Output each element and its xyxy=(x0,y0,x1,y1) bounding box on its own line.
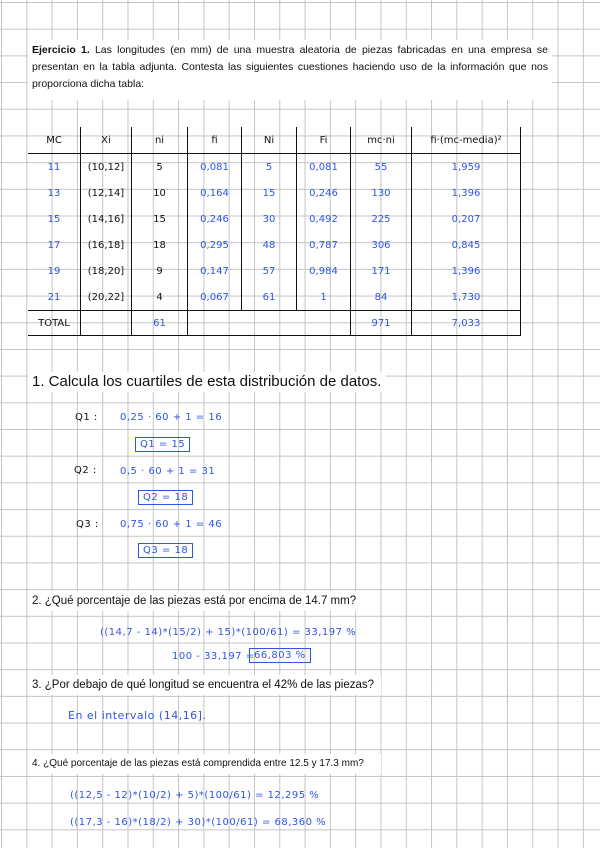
cell-ni: 15 xyxy=(131,206,188,232)
q2-calc: 0,5 · 60 + 1 = 31 xyxy=(120,466,216,477)
cell-fi: 0,295 xyxy=(187,232,242,258)
header-xi: Xi xyxy=(80,127,132,154)
header-Ni: Ni xyxy=(241,127,297,154)
cell-mc: 19 xyxy=(47,265,61,277)
table-row: 19 (18,20] 9 0,147 57 0,984 171 1,396 xyxy=(28,258,521,284)
table-header-row: MC Xi ni fi Ni Fi mc·ni fi·(mc-media)² xyxy=(28,127,521,154)
question-2-title: 2. ¿Qué porcentaje de las piezas está po… xyxy=(28,591,376,611)
cell-Fi: 1 xyxy=(296,284,351,311)
cell-mcni: 306 xyxy=(350,232,412,258)
q2-line2: 100 - 33,197 = xyxy=(172,651,255,662)
cell-ni: 18 xyxy=(131,232,188,258)
table-row: 11 (10,12] 5 0,081 5 0,081 55 1,959 xyxy=(28,153,521,180)
cell-Fi: 0,984 xyxy=(296,258,351,284)
cell-mcni: 225 xyxy=(350,206,412,232)
q3-calc: 0,75 · 60 + 1 = 46 xyxy=(120,519,223,530)
total-row: TOTAL 61 971 7,033 xyxy=(28,310,521,336)
cell-Ni: 61 xyxy=(241,284,297,311)
cell-mc: 11 xyxy=(47,161,61,173)
q1-label: Q1 : xyxy=(75,412,98,423)
table-row: 13 (12,14] 10 0,164 15 0,246 130 1,396 xyxy=(28,180,521,206)
cell-Fi: 0,246 xyxy=(296,180,351,206)
cell-mcni: 84 xyxy=(350,284,412,311)
cell-ni: 9 xyxy=(131,258,188,284)
total-variance: 7,033 xyxy=(411,310,521,336)
cell-Ni: 15 xyxy=(241,180,297,206)
cell-fi: 0,164 xyxy=(187,180,242,206)
cell-mcni: 130 xyxy=(350,180,412,206)
header-Fi: Fi xyxy=(296,127,351,154)
cell-mc: 17 xyxy=(47,239,61,251)
total-mcni: 971 xyxy=(350,310,412,336)
q2-result: Q2 = 18 xyxy=(138,490,194,505)
q2-line1: ((14,7 - 14)*(15/2) + 15)*(100/61) = 33,… xyxy=(100,627,357,638)
cell-fi: 0,147 xyxy=(187,258,242,284)
cell-Ni: 57 xyxy=(241,258,297,284)
header-variance-term: fi·(mc-media)² xyxy=(411,127,521,154)
total-ni: 61 xyxy=(131,310,188,336)
header-mcni: mc·ni xyxy=(350,127,412,154)
cell-Fi: 0,787 xyxy=(296,232,351,258)
frequency-table: MC Xi ni fi Ni Fi mc·ni fi·(mc-media)² 1… xyxy=(28,127,521,336)
question-4-title: 4. ¿Qué porcentaje de las piezas está co… xyxy=(28,754,381,774)
cell-ni: 4 xyxy=(131,284,188,311)
cell-xi: (18,20] xyxy=(80,258,132,284)
q1-calc: 0,25 · 60 + 1 = 16 xyxy=(120,412,223,423)
cell-mc: 21 xyxy=(47,291,61,303)
cell-Ni: 5 xyxy=(241,153,297,180)
cell-Fi: 0,081 xyxy=(296,153,351,180)
cell-xi: (16,18] xyxy=(80,232,132,258)
cell-mc: 13 xyxy=(47,187,61,199)
cell-Ni: 48 xyxy=(241,232,297,258)
cell-ni: 5 xyxy=(131,153,188,180)
cell-xi: (14,16] xyxy=(80,206,132,232)
question-3-title: 3. ¿Por debajo de qué longitud se encuen… xyxy=(28,675,381,695)
cell-mc: 15 xyxy=(47,213,61,225)
total-label: TOTAL xyxy=(28,310,81,336)
cell-mcni: 55 xyxy=(350,153,412,180)
exercise-intro: Ejercicio 1. Las longitudes (en mm) de u… xyxy=(28,40,552,100)
q3-answer: En el intervalo (14,16]. xyxy=(68,709,207,722)
cell-fi: 0,081 xyxy=(187,153,242,180)
cell-mcni: 171 xyxy=(350,258,412,284)
cell-variance: 1,396 xyxy=(411,180,521,206)
header-ni: ni xyxy=(131,127,188,154)
exercise-label: Ejercicio 1. xyxy=(32,44,90,56)
q1-result: Q1 = 15 xyxy=(135,437,191,452)
cell-variance: 1,959 xyxy=(411,153,521,180)
cell-variance: 0,845 xyxy=(411,232,521,258)
q4-line2: ((17,3 - 16)*(18/2) + 30)*(100/61) = 68,… xyxy=(70,817,327,828)
cell-Ni: 30 xyxy=(241,206,297,232)
table-row: 15 (14,16] 15 0,246 30 0,492 225 0,207 xyxy=(28,206,521,232)
table-row: 21 (20,22] 4 0,067 61 1 84 1,730 xyxy=(28,284,521,311)
cell-ni: 10 xyxy=(131,180,188,206)
q4-line1: ((12,5 - 12)*(10/2) + 5)*(100/61) = 12,2… xyxy=(70,790,320,801)
cell-fi: 0,246 xyxy=(187,206,242,232)
question-1-title: 1. Calcula los cuartiles de esta distrib… xyxy=(28,372,386,392)
cell-fi: 0,067 xyxy=(187,284,242,311)
q2-label: Q2 : xyxy=(74,465,97,476)
q3-result: Q3 = 18 xyxy=(138,543,194,558)
cell-xi: (12,14] xyxy=(80,180,132,206)
cell-Fi: 0,492 xyxy=(296,206,351,232)
q2-answer: 66,803 % xyxy=(249,648,311,663)
cell-variance: 1,730 xyxy=(411,284,521,311)
exercise-text: Las longitudes (en mm) de una muestra al… xyxy=(32,44,548,90)
table-row: 17 (16,18] 18 0,295 48 0,787 306 0,845 xyxy=(28,232,521,258)
cell-variance: 1,396 xyxy=(411,258,521,284)
header-fi: fi xyxy=(187,127,242,154)
cell-xi: (10,12] xyxy=(80,153,132,180)
header-mc: MC xyxy=(28,127,81,154)
cell-xi: (20,22] xyxy=(80,284,132,311)
cell-variance: 0,207 xyxy=(411,206,521,232)
q3-label: Q3 : xyxy=(76,519,99,530)
